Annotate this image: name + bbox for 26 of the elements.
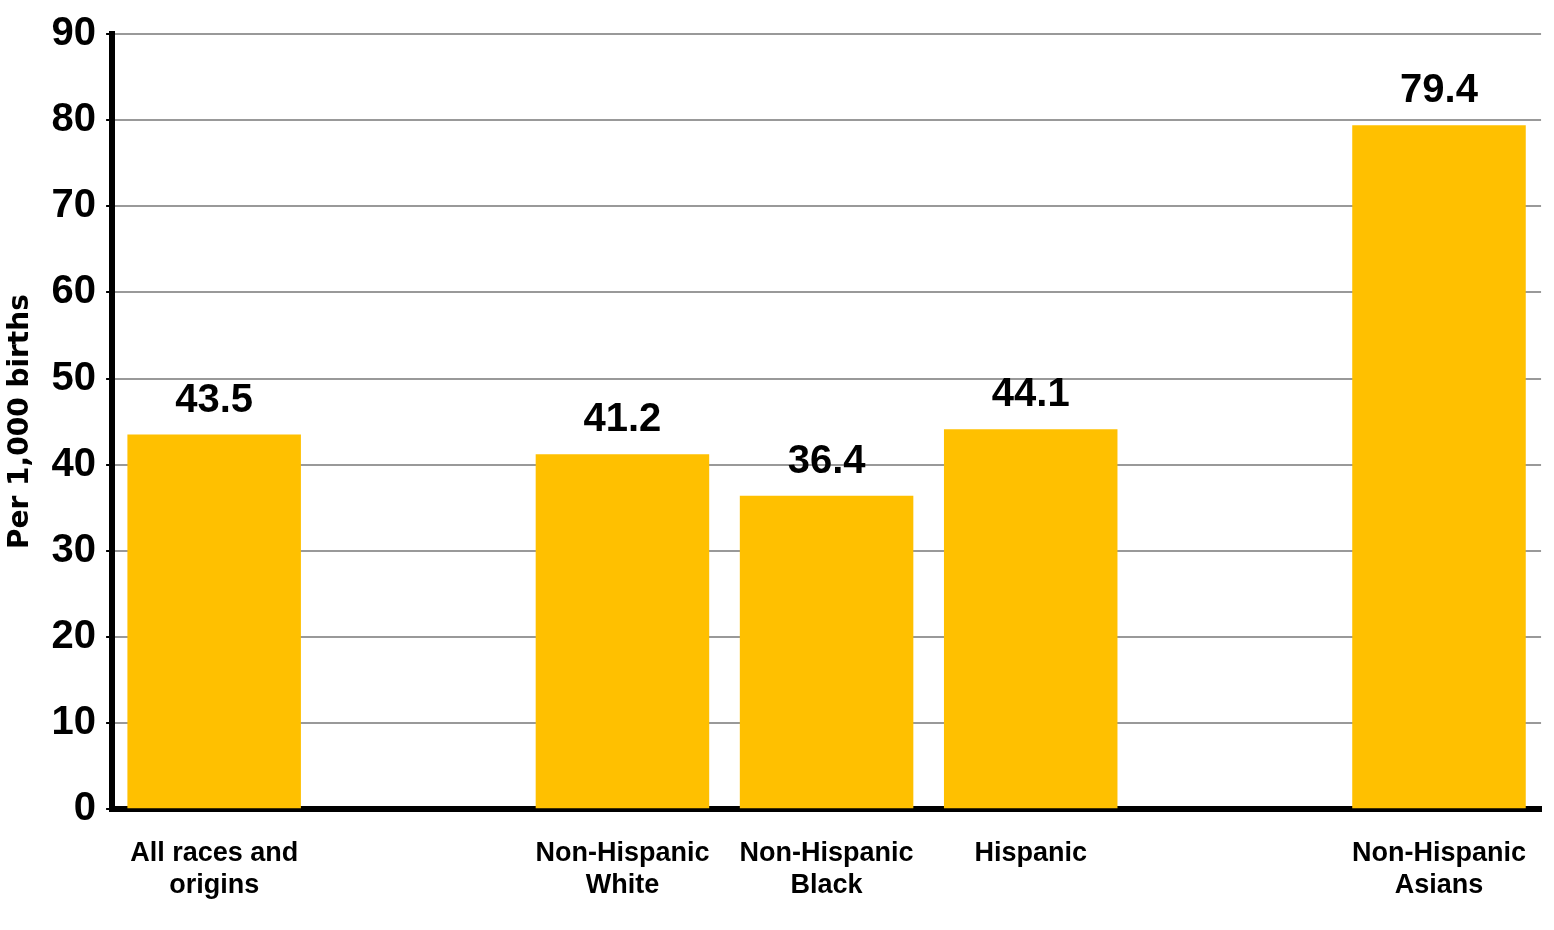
x-tick-label: All races and origins bbox=[130, 836, 299, 900]
y-tick-label: 10 bbox=[51, 698, 97, 743]
data-label: 41.2 bbox=[583, 395, 662, 440]
data-label: 36.4 bbox=[787, 436, 867, 481]
y-tick-label: 20 bbox=[51, 611, 97, 656]
y-tick-label: 30 bbox=[51, 525, 97, 570]
y-axis-title: Per 1,000 births bbox=[2, 294, 36, 550]
x-tick-label: Non-Hispanic Black bbox=[739, 836, 914, 900]
bar bbox=[943, 429, 1118, 809]
data-label: 44.1 bbox=[991, 370, 1070, 415]
x-tick-label: Non-Hispanic Asians bbox=[1351, 836, 1526, 900]
y-tick-label: 90 bbox=[51, 9, 97, 54]
bar bbox=[127, 434, 301, 809]
y-tick-label: 60 bbox=[51, 267, 97, 312]
data-label: 79.4 bbox=[1400, 66, 1479, 111]
x-tick-label: Hispanic bbox=[974, 836, 1087, 867]
y-tick-label: 0 bbox=[73, 784, 97, 829]
x-tick-label: Non-Hispanic White bbox=[535, 836, 710, 900]
y-tick-label: 80 bbox=[51, 95, 97, 140]
y-tick-label: 50 bbox=[51, 353, 97, 398]
y-tick-label: 70 bbox=[51, 181, 97, 226]
bar bbox=[1352, 125, 1526, 809]
y-tick-label: 40 bbox=[51, 439, 97, 484]
bar bbox=[535, 454, 710, 809]
bar bbox=[739, 495, 914, 809]
data-label: 43.5 bbox=[175, 375, 254, 420]
